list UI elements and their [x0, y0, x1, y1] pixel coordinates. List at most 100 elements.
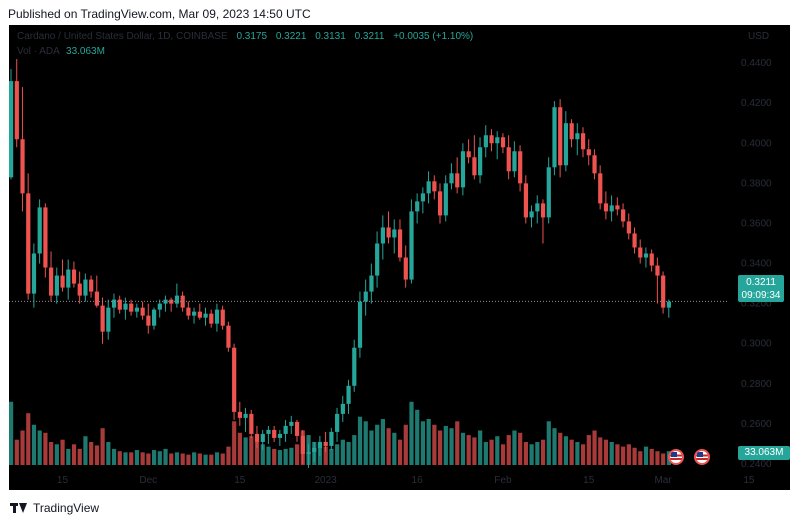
candle-body — [386, 227, 391, 238]
us-flag-icon[interactable] — [694, 449, 710, 465]
volume-bar — [89, 442, 94, 465]
countdown-timer: 09:09:34 — [741, 290, 781, 301]
candle-body — [157, 303, 162, 310]
volume-bar — [523, 442, 528, 465]
candle-body — [546, 167, 551, 218]
candle-body — [123, 303, 128, 310]
us-flag-icon[interactable] — [668, 449, 684, 465]
volume-bar — [380, 419, 385, 465]
candle-body — [432, 181, 437, 192]
candle-body — [415, 201, 420, 212]
volume-bar — [106, 442, 111, 465]
volume-bar — [626, 444, 631, 465]
candle-body — [409, 211, 414, 280]
candle-body — [306, 451, 311, 454]
candle-body — [478, 147, 483, 176]
candle-body — [140, 307, 145, 316]
candle-body — [518, 151, 523, 184]
candle-body — [466, 151, 471, 158]
candle-body — [146, 315, 151, 326]
volume-bar — [9, 401, 14, 465]
time-tick-label: 2023 — [314, 475, 337, 486]
price-tick-label: 0.3600 — [741, 218, 772, 229]
volume-bar — [220, 453, 225, 465]
volume-bar — [363, 421, 368, 465]
price-tick-label: 0.3800 — [741, 178, 772, 189]
candle-body — [666, 301, 671, 308]
candle-body — [180, 295, 185, 308]
open-value: 0.3175 — [236, 31, 268, 42]
volume-bar — [54, 444, 59, 465]
candle-body — [277, 433, 283, 438]
candle-body — [626, 221, 631, 234]
candlestick-chart[interactable]: 0.4400 0.4200 0.4000 0.3800 0.3600 0.3400 0.32… — [9, 25, 790, 490]
volume-bar — [295, 444, 300, 465]
candle-body — [37, 207, 42, 254]
currency-label: USD — [748, 31, 769, 42]
volume-bar — [157, 451, 162, 465]
candle-body — [643, 253, 649, 258]
volume-bar — [323, 446, 328, 465]
volume-bar — [352, 435, 357, 465]
volume-bar — [335, 444, 340, 465]
candle-body — [369, 275, 374, 292]
candle-body — [129, 303, 134, 312]
volume-bar — [409, 401, 414, 465]
candle-body — [117, 299, 122, 310]
price-tick-label: 0.3400 — [741, 259, 772, 270]
volume-tag: 33.063M — [738, 446, 790, 460]
volume-bar — [575, 442, 580, 465]
volume-bar — [472, 437, 477, 465]
candle-body — [111, 299, 117, 308]
volume-bar — [375, 424, 380, 465]
candle-body — [152, 309, 157, 326]
chart-frame[interactable]: 0.4400 0.4200 0.4000 0.3800 0.3600 0.3400 0.32… — [9, 25, 790, 490]
candle-body — [586, 149, 591, 156]
volume-bar — [226, 446, 231, 465]
candle-body — [638, 247, 643, 258]
candle-body — [615, 205, 620, 210]
candle-body — [94, 291, 99, 306]
candle-body — [77, 283, 82, 296]
candle-body — [500, 137, 506, 148]
candle-body — [655, 265, 660, 276]
candle-body — [249, 413, 254, 434]
candle-body — [197, 311, 202, 318]
volume-bar — [26, 413, 31, 465]
candle-body — [260, 433, 265, 442]
candle-body — [449, 173, 454, 184]
volume-bar — [415, 409, 420, 465]
candle-body — [603, 203, 609, 212]
time-tick-label: 15 — [743, 475, 755, 486]
volume-bar — [260, 444, 265, 465]
time-tick-label: Feb — [494, 475, 512, 486]
volume-bar — [535, 442, 540, 465]
candle-body — [300, 435, 305, 454]
volume-bar — [232, 421, 237, 465]
volume-bar — [426, 419, 431, 465]
candle-body — [540, 203, 546, 218]
candle-body — [43, 207, 48, 268]
price-tick-label: 0.2800 — [741, 379, 772, 390]
volume-bar — [203, 454, 208, 465]
volume-bar — [66, 448, 71, 465]
tradingview-logo-icon — [10, 502, 28, 514]
candle-body — [312, 447, 317, 452]
volume-bar — [432, 424, 437, 465]
candle-body — [472, 157, 477, 176]
volume-bar — [386, 428, 391, 465]
volume-bar — [460, 432, 466, 465]
volume-bar — [466, 435, 471, 465]
candle-body — [529, 211, 534, 218]
candle-body — [592, 155, 597, 174]
volume-label[interactable]: Vol · ADA — [17, 46, 60, 57]
candle-body — [106, 307, 111, 332]
candle-body — [226, 325, 231, 348]
candle-body — [20, 139, 25, 194]
symbol-label[interactable]: Cardano / United States Dollar, 1D, COIN… — [17, 31, 228, 42]
close-value: 0.3211 — [354, 31, 385, 42]
candle-body — [60, 275, 65, 288]
volume-bar — [169, 453, 174, 465]
candle-body — [552, 107, 557, 168]
volume-bar — [661, 453, 666, 465]
